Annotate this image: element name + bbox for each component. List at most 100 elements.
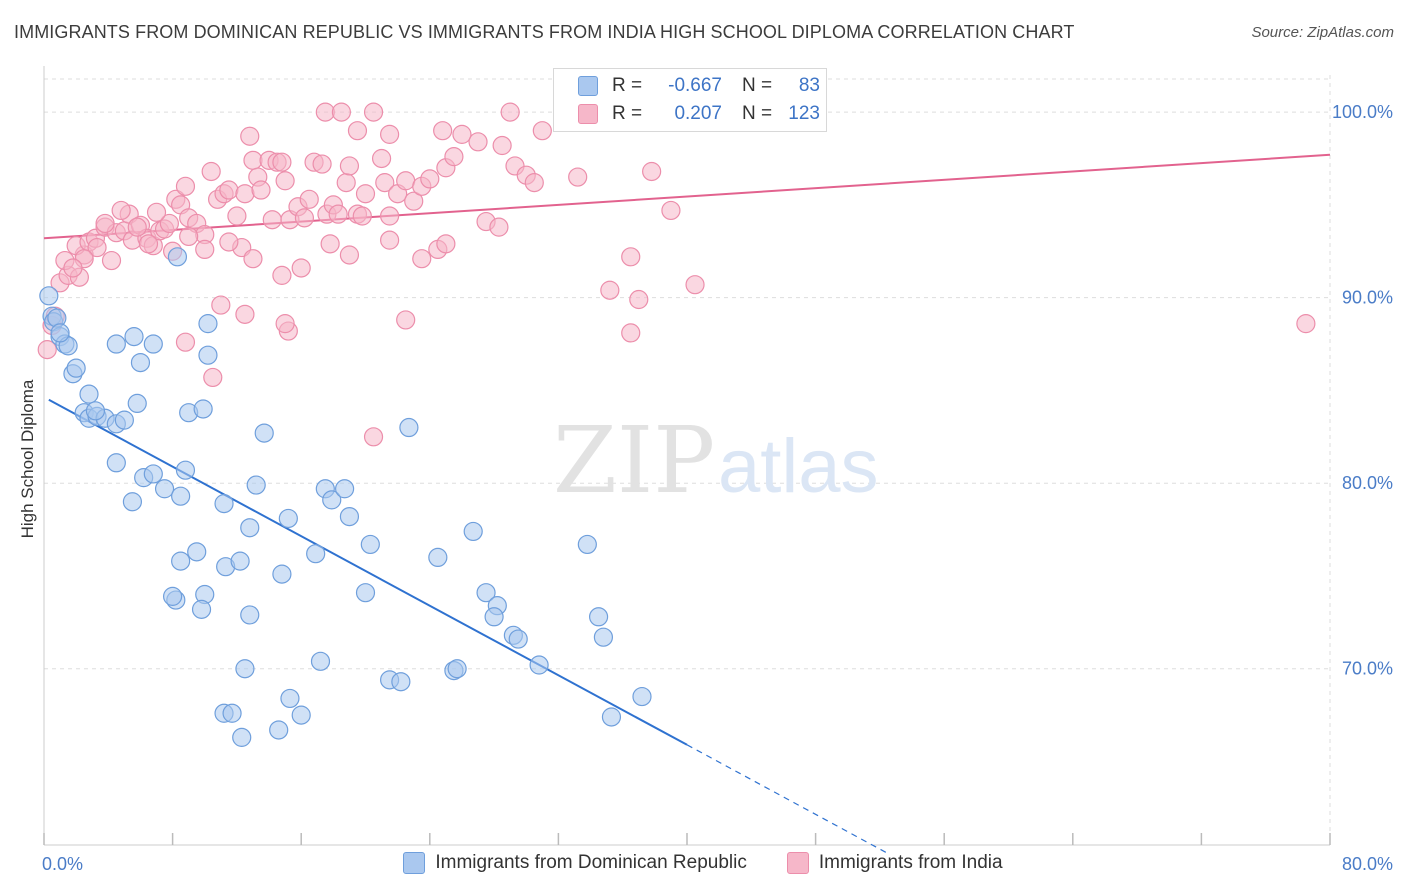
watermark-atlas: atlas bbox=[718, 424, 879, 509]
y-tick-label: 70.0% bbox=[1342, 659, 1393, 679]
india-point bbox=[500, 102, 520, 122]
dominican-point bbox=[577, 534, 597, 555]
india-point bbox=[219, 180, 239, 200]
dominican-point bbox=[360, 534, 380, 555]
stats-n-label: N = bbox=[742, 75, 773, 96]
dominican-point bbox=[143, 464, 163, 484]
india-point bbox=[127, 217, 147, 237]
dominican-point bbox=[508, 629, 528, 649]
stats-n-label: N = bbox=[742, 103, 773, 124]
dominican-point bbox=[428, 547, 448, 568]
dominican-point bbox=[529, 655, 549, 675]
dominican-trend-extension bbox=[686, 744, 889, 854]
india-point bbox=[146, 202, 167, 222]
india-point bbox=[240, 126, 260, 146]
india-point bbox=[111, 200, 131, 221]
india-point bbox=[312, 154, 332, 174]
india-point bbox=[37, 340, 57, 360]
india-point bbox=[371, 148, 392, 169]
india-point bbox=[195, 239, 215, 260]
dominican-point bbox=[230, 551, 250, 571]
india-point bbox=[661, 200, 681, 221]
dominican-point bbox=[447, 659, 467, 679]
dominican-point bbox=[124, 327, 144, 347]
dominican-point bbox=[85, 401, 106, 421]
india-point bbox=[227, 206, 247, 226]
dominican-point bbox=[130, 352, 151, 373]
india-point bbox=[363, 427, 384, 447]
dominican-point bbox=[167, 247, 188, 267]
india-point bbox=[380, 206, 400, 226]
dominican-point bbox=[463, 521, 483, 542]
y-tick-label: 90.0% bbox=[1342, 288, 1393, 308]
stats-swatch-blue bbox=[578, 76, 598, 96]
india-point bbox=[568, 167, 588, 187]
india-point bbox=[235, 304, 255, 324]
dominican-point bbox=[232, 727, 252, 747]
y-axis-label: High School Diploma bbox=[18, 379, 37, 538]
india-point bbox=[468, 132, 488, 152]
india-point bbox=[420, 169, 440, 189]
dominican-point bbox=[198, 314, 218, 334]
india-point bbox=[1296, 314, 1316, 334]
india-point bbox=[380, 230, 400, 250]
dominican-point bbox=[193, 399, 213, 419]
india-point bbox=[262, 210, 282, 230]
india-point bbox=[328, 204, 348, 224]
dominican-point bbox=[66, 358, 86, 378]
india-point bbox=[336, 173, 356, 193]
dominican-point bbox=[306, 544, 326, 564]
dominican-point bbox=[280, 688, 300, 709]
india-point bbox=[251, 180, 271, 200]
dominican-point bbox=[240, 518, 260, 538]
india-point bbox=[101, 250, 122, 271]
stats-n-value: 83 bbox=[798, 75, 820, 96]
india-point bbox=[380, 124, 400, 144]
dominican-point bbox=[391, 672, 411, 692]
india-point bbox=[339, 156, 360, 176]
dominican-point bbox=[335, 479, 355, 499]
india-point bbox=[452, 124, 472, 144]
dominican-point bbox=[163, 586, 183, 606]
legend-swatch-pink bbox=[786, 852, 809, 874]
dominican-point bbox=[588, 607, 609, 627]
dominican-point bbox=[291, 705, 311, 725]
y-tick-label: 80.0% bbox=[1342, 473, 1393, 493]
dominican-point bbox=[114, 410, 134, 430]
dominican-point bbox=[79, 384, 99, 404]
india-point bbox=[600, 280, 620, 300]
chart-source: Source: ZipAtlas.com bbox=[1251, 24, 1394, 41]
india-point bbox=[175, 176, 196, 196]
watermark: ZIP atlas bbox=[553, 407, 879, 514]
india-point bbox=[489, 217, 509, 237]
dominican-point bbox=[399, 417, 419, 438]
dominican-point bbox=[222, 703, 242, 723]
legend-item-dominican[interactable]: Immigrants from Dominican Republic bbox=[403, 852, 747, 874]
dominican-point bbox=[50, 323, 70, 343]
stats-n-value: 123 bbox=[788, 103, 820, 124]
stats-row-india: R = 0.207 N = 123 bbox=[578, 100, 820, 128]
india-point bbox=[299, 189, 319, 209]
india-point bbox=[532, 121, 552, 141]
india-point bbox=[138, 234, 159, 254]
dominican-point bbox=[240, 605, 260, 625]
india-point bbox=[203, 367, 223, 388]
india-point bbox=[95, 213, 115, 234]
dominican-point bbox=[246, 475, 266, 495]
india-point bbox=[315, 102, 335, 122]
stats-r-value: 0.207 bbox=[674, 103, 722, 124]
dominican-point bbox=[601, 707, 622, 727]
india-point bbox=[363, 102, 384, 122]
india-point bbox=[201, 161, 221, 182]
stats-row-dominican: R = -0.667 N = 83 bbox=[578, 72, 820, 100]
india-point bbox=[396, 310, 416, 330]
dominican-point bbox=[235, 659, 255, 679]
legend-item-india[interactable]: Immigrants from India bbox=[786, 852, 1003, 874]
watermark-zip: ZIP bbox=[553, 407, 715, 514]
dominican-point bbox=[322, 490, 342, 510]
india-point bbox=[396, 171, 416, 191]
india-point bbox=[444, 147, 464, 167]
india-points bbox=[37, 102, 1316, 447]
legend-label-dominican: Immigrants from Dominican Republic bbox=[435, 852, 747, 873]
